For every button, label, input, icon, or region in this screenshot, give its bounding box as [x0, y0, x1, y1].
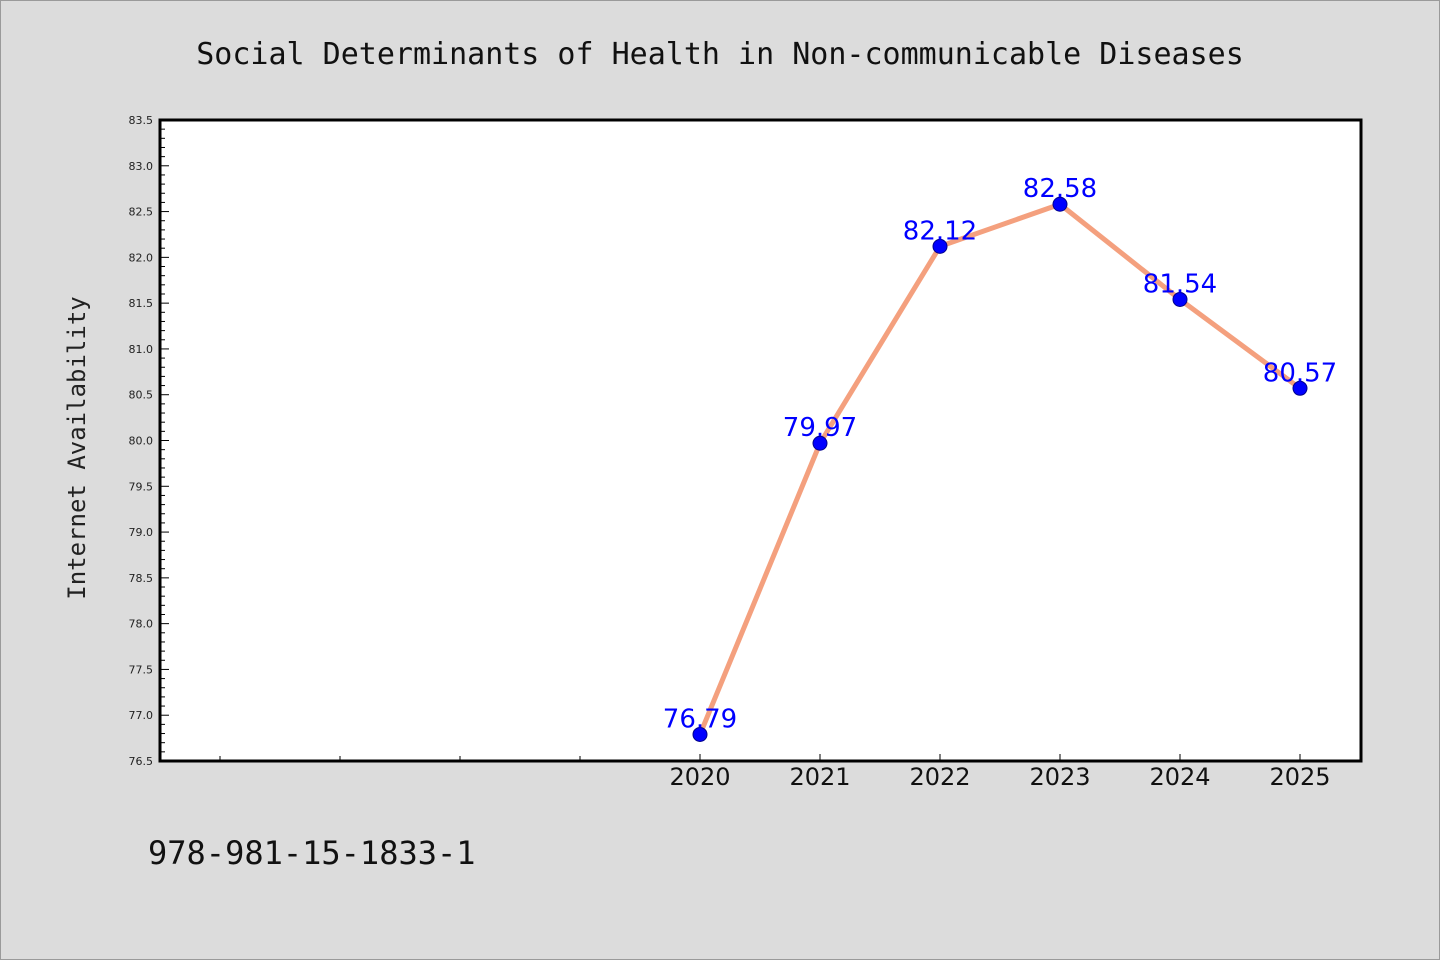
- series-line: [697, 201, 1302, 736]
- y-tick-label: 82.0: [129, 251, 154, 264]
- y-tick-label: 80.5: [129, 389, 154, 402]
- y-axis-ticks: 76.5 77.0 77.5 78.0 78.5 79.0 79.5 80.0 80.5 81.0…: [129, 114, 169, 768]
- data-point-marker: [1172, 291, 1188, 307]
- chart-title: Social Determinants of Health in Non-com…: [196, 37, 1244, 72]
- data-label: 79.97: [783, 413, 857, 443]
- x-tick-label: 2021: [789, 763, 850, 791]
- x-tick-label: 2020: [669, 763, 730, 791]
- y-tick-label: 79.5: [129, 480, 154, 493]
- y-tick-label: 76.5: [129, 755, 154, 768]
- data-point-marker: [812, 435, 828, 451]
- y-tick-label: 78.5: [129, 572, 154, 585]
- y-tick-label: 81.0: [129, 343, 154, 356]
- y-tick-label: 79.0: [129, 526, 154, 539]
- y-axis-label: Internet Availability: [63, 296, 91, 599]
- y-tick-label: 83.0: [129, 160, 154, 173]
- y-tick-label: 77.0: [129, 709, 154, 722]
- data-point-marker: [692, 726, 708, 742]
- data-label: 76.79: [663, 704, 737, 734]
- footer-caption: 978-981-15-1833-1: [148, 834, 476, 872]
- x-tick-label: 2023: [1029, 763, 1090, 791]
- series-line-group: 76.79 79.97 82.12 82.58 81.54 80.57: [663, 174, 1337, 742]
- x-tick-label: 2024: [1149, 763, 1210, 791]
- y-tick-label: 77.5: [129, 663, 154, 676]
- data-label: 80.57: [1263, 358, 1337, 388]
- y-tick-label: 78.0: [129, 618, 154, 631]
- data-point-marker: [1052, 196, 1068, 212]
- y-tick-label: 83.5: [129, 114, 154, 127]
- y-tick-label: 82.5: [129, 206, 154, 219]
- plot-area: [158, 118, 1363, 763]
- data-label: 81.54: [1143, 269, 1217, 299]
- data-point-marker: [1292, 380, 1308, 396]
- y-tick-label: 80.0: [129, 435, 154, 448]
- data-point-marker: [932, 238, 948, 254]
- data-label: 82.58: [1023, 174, 1097, 204]
- x-tick-label: 2022: [909, 763, 970, 791]
- y-tick-label: 81.5: [129, 297, 154, 310]
- data-label: 82.12: [903, 216, 977, 246]
- x-axis-ticks: 2020 2021 2022 2023 2024 2025: [219, 754, 1331, 791]
- x-tick-label: 2025: [1269, 763, 1330, 791]
